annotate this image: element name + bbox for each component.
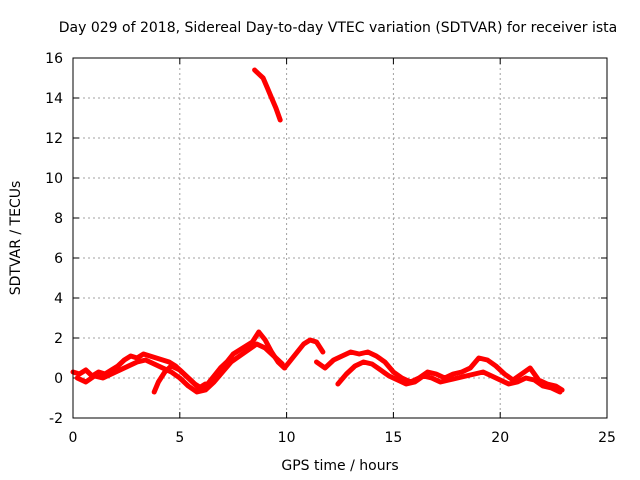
y-tick-label: 2 <box>54 331 63 347</box>
y-tick-label: 10 <box>45 171 63 187</box>
x-tick-label: 15 <box>384 430 402 446</box>
series-layer <box>70 67 565 395</box>
series-line-5 <box>314 349 565 393</box>
x-tick-labels: 0 5 10 15 20 25 <box>69 430 616 446</box>
x-tick-label: 20 <box>491 430 509 446</box>
y-tick-label: 6 <box>54 251 63 267</box>
x-tick-label: 10 <box>278 430 296 446</box>
y-axis-label: SDTVAR / TECUs <box>8 181 24 296</box>
series-line-2 <box>74 341 285 395</box>
plot-frame <box>72 57 608 419</box>
y-tick-label: 8 <box>54 211 63 227</box>
chart-title: Day 029 of 2018, Sidereal Day-to-day VTE… <box>59 20 617 36</box>
y-tick-labels: -2 0 2 4 6 8 10 12 14 16 <box>45 51 63 427</box>
series-line-6 <box>335 359 563 395</box>
y-tick-label: -2 <box>49 411 63 427</box>
x-axis-label: GPS time / hours <box>281 458 398 474</box>
x-tick-label: 0 <box>69 430 78 446</box>
series-line-3 <box>151 363 208 395</box>
y-tick-label: 0 <box>54 371 63 387</box>
y-tick-label: 4 <box>54 291 63 307</box>
series-line-4 <box>252 67 283 123</box>
series-line-1 <box>70 329 326 391</box>
x-tick-label: 25 <box>598 430 616 446</box>
y-tick-label: 14 <box>45 91 63 107</box>
y-tick-label: 12 <box>45 131 63 147</box>
y-tick-label: 16 <box>45 51 63 67</box>
x-tick-label: 5 <box>175 430 184 446</box>
